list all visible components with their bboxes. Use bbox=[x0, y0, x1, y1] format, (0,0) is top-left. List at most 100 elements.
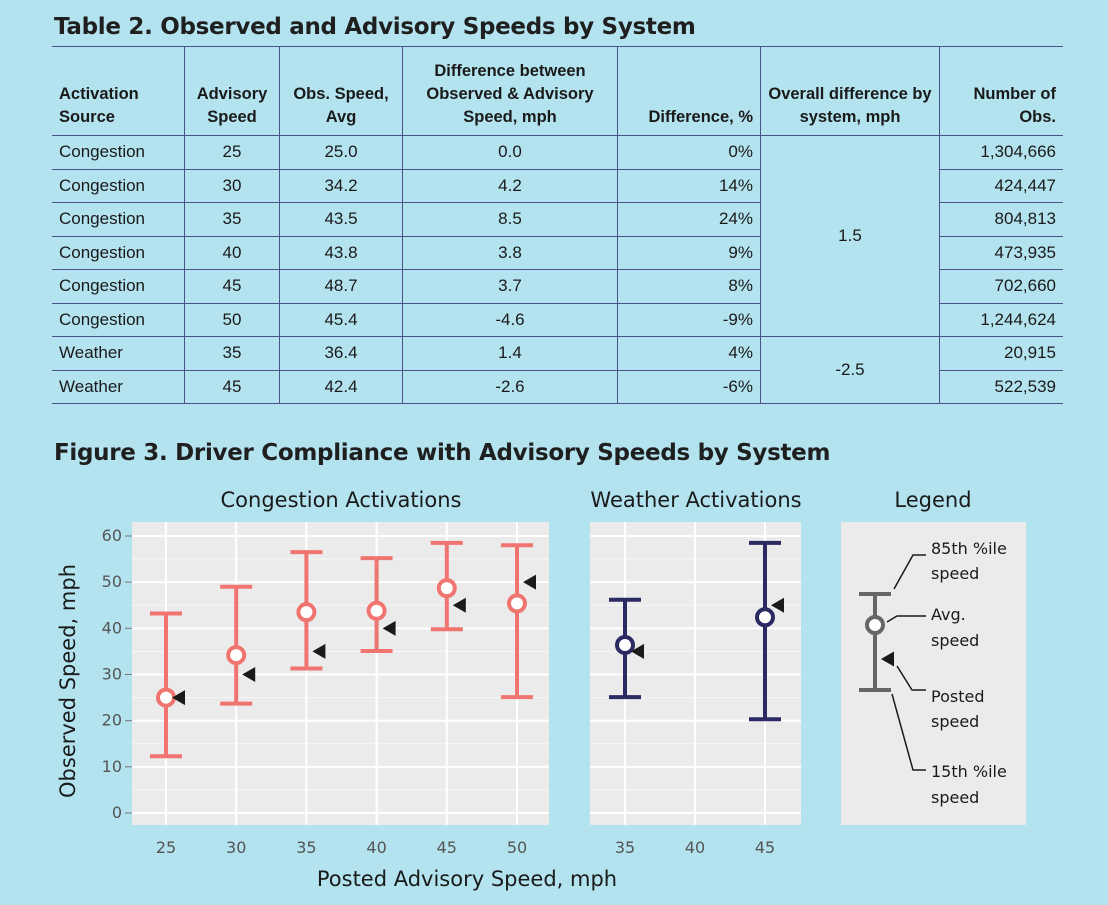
cell-overall-weather: -2.5 bbox=[760, 336, 940, 404]
cell-number-of-obs: 424,447 bbox=[939, 168, 1063, 203]
table-row: Congestion 35 43.5 8.5 24% 804,813 bbox=[52, 202, 1063, 237]
header-difference-mph: Difference between Observed & Advisory S… bbox=[402, 46, 618, 136]
header-difference-pct: Difference, % bbox=[617, 46, 761, 136]
legend-item-label: 85th %ile speed bbox=[931, 539, 1007, 583]
y-tick-label: 20 bbox=[102, 711, 122, 730]
avg-speed-point bbox=[296, 602, 317, 623]
cell-activation-source: Weather bbox=[52, 369, 185, 404]
cell-difference-pct: 24% bbox=[617, 202, 761, 237]
cell-activation-source: Congestion bbox=[52, 269, 185, 304]
avg-speed-point bbox=[615, 634, 635, 655]
cell-difference-pct: -6% bbox=[617, 369, 761, 404]
cell-activation-source: Congestion bbox=[52, 202, 185, 237]
y-axis-title: Observed Speed, mph bbox=[56, 564, 80, 798]
y-tick-label: 0 bbox=[112, 803, 122, 822]
legend-avg-point bbox=[865, 615, 885, 635]
cell-difference-mph: 0.0 bbox=[402, 135, 618, 170]
speeds-table: Activation Source Advisory Speed Obs. Sp… bbox=[52, 46, 1063, 404]
cell-obs-speed: 36.4 bbox=[279, 336, 403, 371]
posted-speed-marker bbox=[312, 643, 326, 659]
panel-label: Weather Activations bbox=[590, 488, 801, 512]
cell-obs-speed: 42.4 bbox=[279, 369, 403, 404]
y-tick-label: 60 bbox=[102, 526, 122, 545]
legend-background bbox=[841, 522, 1026, 825]
table-header-row: Activation Source Advisory Speed Obs. Sp… bbox=[52, 46, 1063, 136]
x-tick-label: 50 bbox=[507, 838, 527, 857]
x-tick-label: 40 bbox=[685, 838, 705, 857]
legend-leader-85th bbox=[893, 554, 926, 590]
cell-obs-speed: 43.5 bbox=[279, 202, 403, 237]
header-advisory-speed: Advisory Speed bbox=[184, 46, 280, 136]
avg-speed-point bbox=[156, 687, 176, 708]
avg-speed-point bbox=[366, 600, 387, 621]
cell-advisory-speed: 30 bbox=[184, 168, 280, 203]
compliance-chart: 25 30 35 40 45 50 Congestion Activations 35 40 45… bbox=[56, 488, 1026, 891]
cell-difference-pct: 4% bbox=[617, 336, 761, 371]
cell-difference-mph: 1.4 bbox=[402, 336, 618, 371]
panel-label: Congestion Activations bbox=[221, 488, 462, 512]
cell-difference-pct: 14% bbox=[617, 168, 761, 203]
cell-difference-pct: -9% bbox=[617, 302, 761, 337]
posted-speed-marker bbox=[242, 667, 256, 682]
legend-leader-15th bbox=[891, 693, 926, 771]
legend-item-label: Posted speed bbox=[931, 687, 984, 731]
table-row: Weather 45 42.4 -2.6 -6% 522,539 bbox=[52, 369, 1063, 404]
cell-difference-pct: 8% bbox=[617, 269, 761, 304]
avg-speed-point bbox=[226, 645, 247, 666]
cell-number-of-obs: 20,915 bbox=[939, 336, 1063, 371]
avg-speed-point bbox=[436, 578, 457, 599]
x-axis-title: Posted Advisory Speed, mph bbox=[317, 867, 617, 891]
cell-number-of-obs: 702,660 bbox=[939, 269, 1063, 304]
y-tick-label: 40 bbox=[102, 618, 122, 637]
table-title: Table 2. Observed and Advisory Speeds by… bbox=[54, 14, 696, 40]
figure-title: Figure 3. Driver Compliance with Advisor… bbox=[54, 440, 831, 466]
table-row: Congestion 25 25.0 0.0 0% 1.5 1,304,666 bbox=[52, 135, 1063, 337]
x-tick-label: 30 bbox=[226, 838, 246, 857]
cell-difference-mph: 3.8 bbox=[402, 235, 618, 270]
cell-activation-source: Congestion bbox=[52, 302, 185, 337]
cell-difference-mph: 4.2 bbox=[402, 168, 618, 203]
table-row: Congestion 40 43.8 3.8 9% 473,935 bbox=[52, 235, 1063, 270]
cell-advisory-speed: 35 bbox=[184, 202, 280, 237]
posted-speed-marker bbox=[382, 620, 396, 636]
cell-advisory-speed: 50 bbox=[184, 302, 280, 337]
cell-number-of-obs: 804,813 bbox=[939, 202, 1063, 237]
avg-speed-point bbox=[755, 607, 775, 628]
table-row: Congestion 45 48.7 3.7 8% 702,660 bbox=[52, 269, 1063, 304]
cell-activation-source: Congestion bbox=[52, 168, 185, 203]
posted-speed-marker bbox=[452, 597, 466, 613]
legend-leader-avg bbox=[886, 615, 926, 623]
cell-activation-source: Congestion bbox=[52, 235, 185, 270]
legend-posted-marker bbox=[881, 651, 894, 667]
table-body: Congestion 25 25.0 0.0 0% 1.5 1,304,666 Congest… bbox=[52, 135, 1063, 404]
cell-obs-speed: 34.2 bbox=[279, 168, 403, 203]
cell-overall-congestion: 1.5 bbox=[760, 135, 940, 337]
posted-speed-marker bbox=[631, 643, 644, 659]
cell-obs-speed: 43.8 bbox=[279, 235, 403, 270]
cell-advisory-speed: 35 bbox=[184, 336, 280, 371]
cell-difference-pct: 0% bbox=[617, 135, 761, 170]
x-tick-label: 35 bbox=[615, 838, 635, 857]
x-tick-label: 40 bbox=[366, 838, 386, 857]
cell-obs-speed: 45.4 bbox=[279, 302, 403, 337]
avg-speed-point bbox=[507, 593, 527, 614]
header-overall-difference: Overall difference by system, mph bbox=[760, 46, 940, 136]
x-tick-label: 45 bbox=[755, 838, 775, 857]
cell-activation-source: Weather bbox=[52, 336, 185, 371]
cell-difference-mph: 3.7 bbox=[402, 269, 618, 304]
header-obs-speed: Obs. Speed, Avg bbox=[279, 46, 403, 136]
y-tick-label: 50 bbox=[102, 572, 122, 591]
cell-advisory-speed: 40 bbox=[184, 235, 280, 270]
legend-item-label: Avg. speed bbox=[931, 605, 979, 650]
cell-difference-mph: 8.5 bbox=[402, 202, 618, 237]
posted-speed-marker bbox=[771, 597, 784, 613]
cell-number-of-obs: 522,539 bbox=[939, 369, 1063, 404]
header-activation-source: Activation Source bbox=[52, 46, 185, 136]
cell-advisory-speed: 25 bbox=[184, 135, 280, 170]
cell-obs-speed: 25.0 bbox=[279, 135, 403, 170]
cell-activation-source: Congestion bbox=[52, 135, 185, 170]
cell-number-of-obs: 473,935 bbox=[939, 235, 1063, 270]
cell-difference-mph: -2.6 bbox=[402, 369, 618, 404]
cell-number-of-obs: 1,244,624 bbox=[939, 302, 1063, 337]
cell-advisory-speed: 45 bbox=[184, 369, 280, 404]
